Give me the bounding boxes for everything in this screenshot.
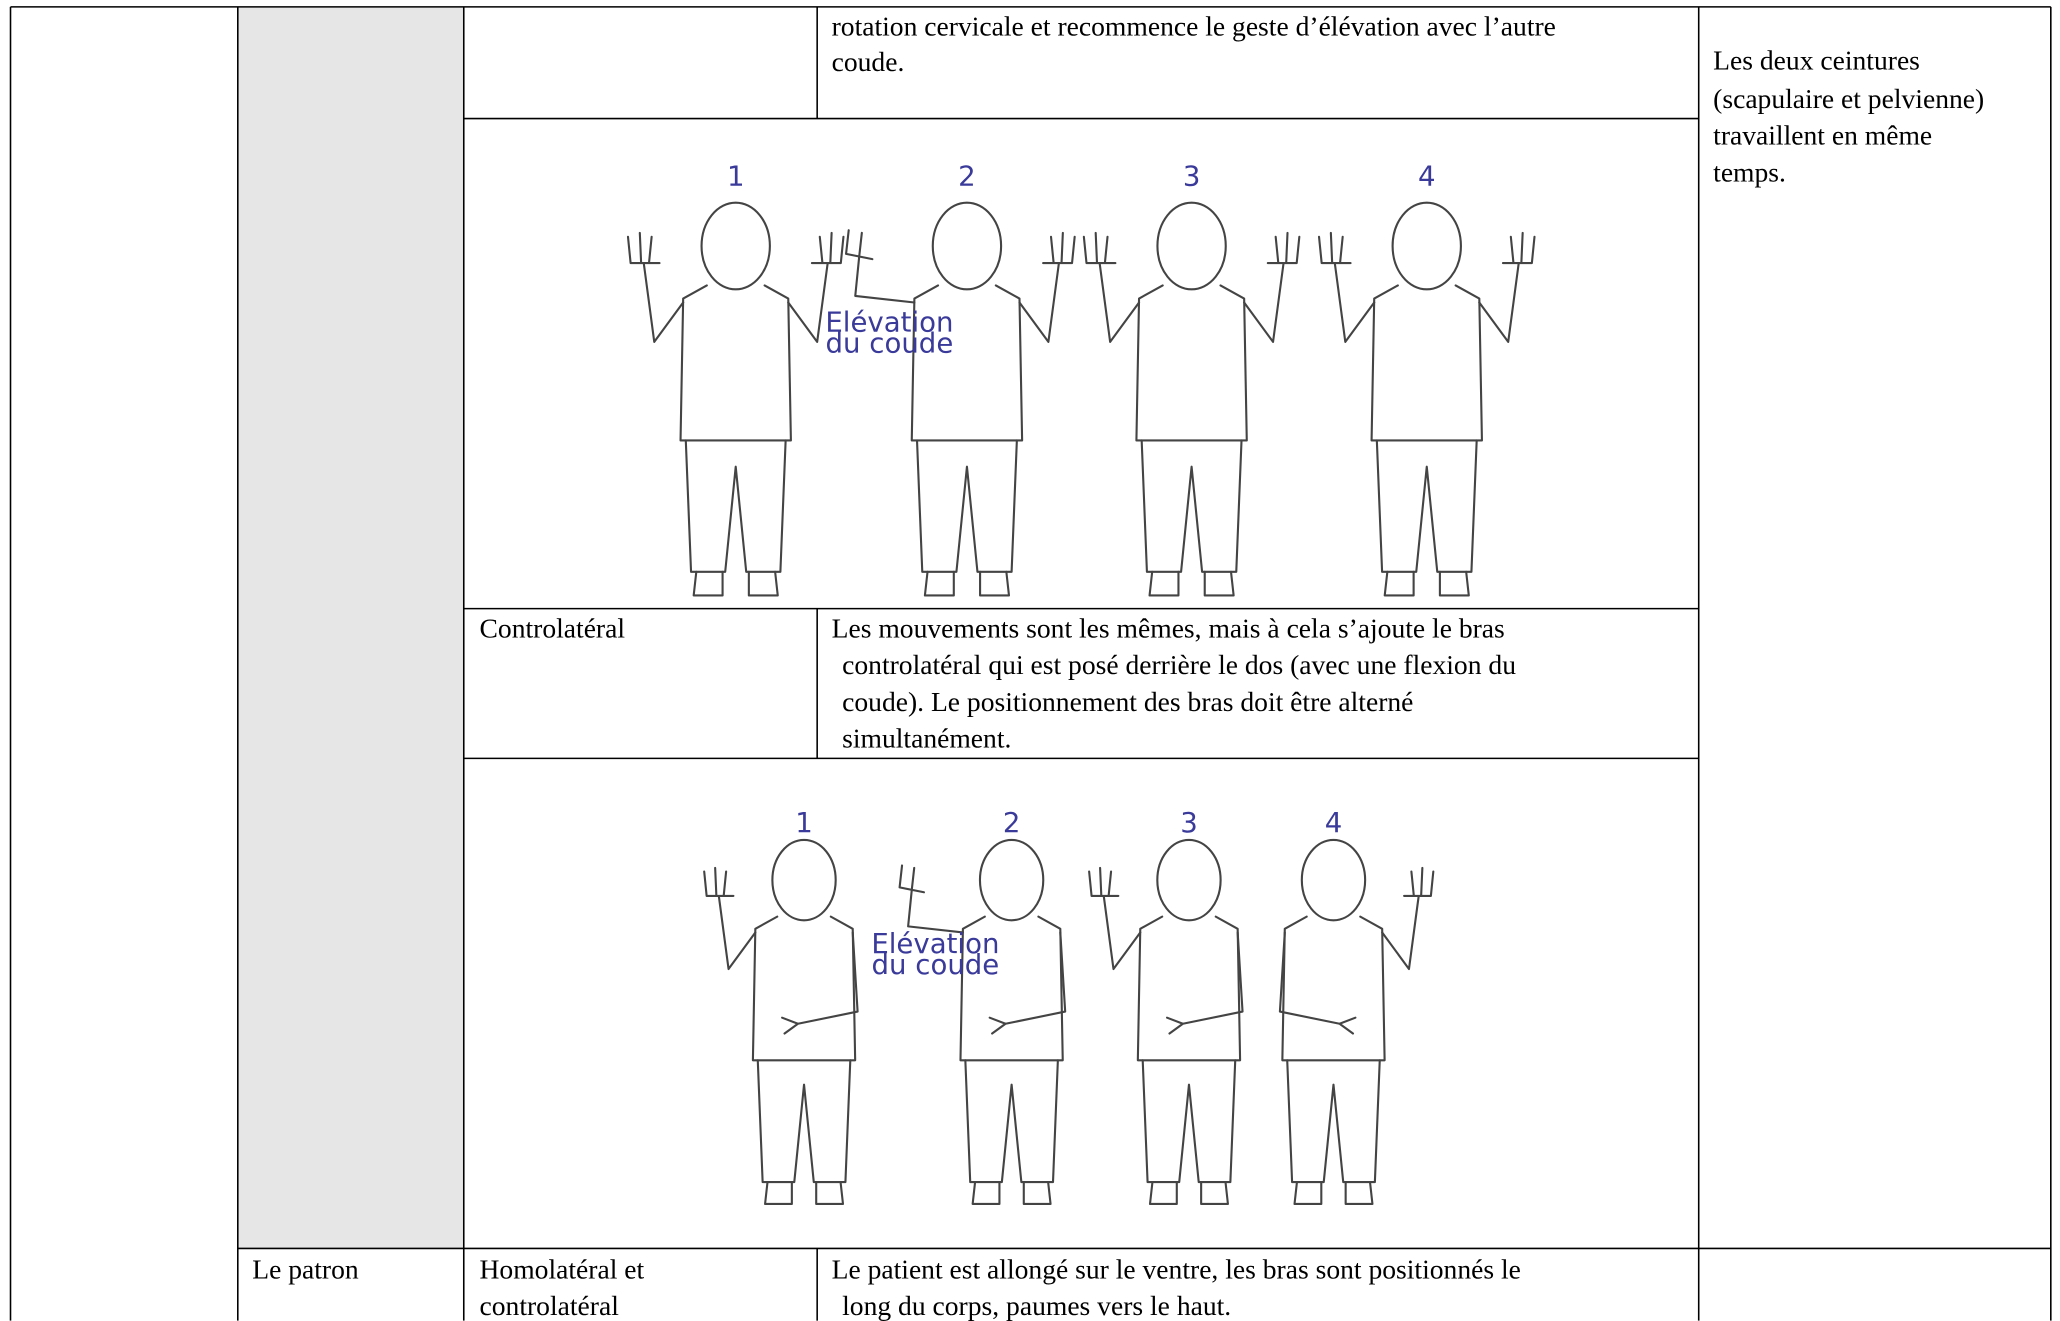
head xyxy=(771,838,837,922)
arm xyxy=(1478,231,1536,343)
person xyxy=(1082,201,1301,597)
legs xyxy=(915,439,1018,573)
head xyxy=(1156,838,1222,922)
arm xyxy=(1166,931,1244,1035)
annotation: Elévation xyxy=(871,927,999,960)
arm xyxy=(703,866,757,971)
annotation: du coude xyxy=(872,948,1000,981)
arm xyxy=(845,229,916,304)
arm xyxy=(1243,231,1301,343)
annotation: du coude xyxy=(826,327,954,360)
torso xyxy=(1135,284,1248,442)
legs xyxy=(756,1059,852,1184)
annotation: Elévation xyxy=(825,306,953,339)
head xyxy=(700,201,771,291)
description: controlatéral qui est posé derrière le d… xyxy=(842,649,1516,680)
head xyxy=(1156,201,1227,291)
arm xyxy=(781,931,859,1035)
feet xyxy=(1148,570,1235,597)
note: temps. xyxy=(1713,156,1786,187)
figure-number: 3 xyxy=(1180,806,1198,839)
row-label: Controlatéral xyxy=(480,612,626,643)
legs xyxy=(1140,439,1243,573)
arm xyxy=(1317,231,1376,343)
legs xyxy=(1286,1059,1381,1184)
head xyxy=(1391,201,1462,291)
description: rotation cervicale et recommence le gest… xyxy=(832,11,1556,42)
head xyxy=(978,838,1045,922)
torso xyxy=(1281,915,1386,1062)
figure-number: 4 xyxy=(1418,160,1436,193)
figure-number: 2 xyxy=(958,160,976,193)
note: Les deux ceintures xyxy=(1713,45,1920,76)
feet xyxy=(692,570,779,597)
arm xyxy=(1088,866,1142,971)
description: simultanément. xyxy=(842,723,1011,754)
arm xyxy=(898,864,964,934)
torso xyxy=(679,284,792,442)
feet xyxy=(764,1180,845,1205)
figure-number: 1 xyxy=(727,160,745,193)
row-label: Homolatéral et xyxy=(480,1253,645,1284)
legs xyxy=(1375,439,1478,573)
feet xyxy=(923,570,1011,597)
table-borders xyxy=(9,6,2052,1321)
arm xyxy=(1278,931,1357,1035)
person xyxy=(1278,838,1435,1205)
row-label: controlatéral xyxy=(480,1290,620,1321)
note: travaillent en même xyxy=(1713,120,1932,151)
description: coude). Le positionnement des bras doit … xyxy=(842,686,1413,717)
head xyxy=(1300,838,1367,922)
torso xyxy=(751,915,857,1062)
head xyxy=(931,201,1003,291)
arm xyxy=(1018,231,1076,343)
torso xyxy=(910,284,1024,442)
person xyxy=(703,838,859,1205)
feet xyxy=(1293,1180,1374,1205)
description: Les mouvements sont les mêmes, mais à ce… xyxy=(832,612,1505,643)
arm xyxy=(787,231,845,343)
gray-cell xyxy=(237,6,464,1249)
description: coude. xyxy=(832,46,905,77)
person xyxy=(1088,838,1244,1205)
legs xyxy=(684,439,787,573)
feet xyxy=(1148,1180,1229,1205)
person xyxy=(626,201,845,597)
description: long du corps, paumes vers le haut. xyxy=(842,1290,1231,1321)
arm xyxy=(988,931,1067,1035)
torso xyxy=(1370,284,1483,442)
figure-number: 4 xyxy=(1325,806,1343,839)
torso xyxy=(1136,915,1242,1062)
arm xyxy=(1082,231,1141,343)
row-name: Le patron xyxy=(252,1253,359,1284)
legs xyxy=(964,1059,1059,1184)
description: Le patient est allongé sur le ventre, le… xyxy=(832,1253,1521,1284)
arm xyxy=(1381,866,1435,971)
person xyxy=(898,838,1067,1205)
person xyxy=(1317,201,1536,597)
feet xyxy=(971,1180,1052,1205)
legs xyxy=(1141,1059,1237,1184)
figure-number: 2 xyxy=(1003,806,1021,839)
note: (scapulaire et pelvienne) xyxy=(1713,83,1984,114)
arm xyxy=(626,231,685,343)
figure-number: 1 xyxy=(795,806,813,839)
torso xyxy=(959,915,1064,1062)
figure-number: 3 xyxy=(1183,160,1201,193)
person xyxy=(845,201,1076,597)
feet xyxy=(1383,570,1470,597)
